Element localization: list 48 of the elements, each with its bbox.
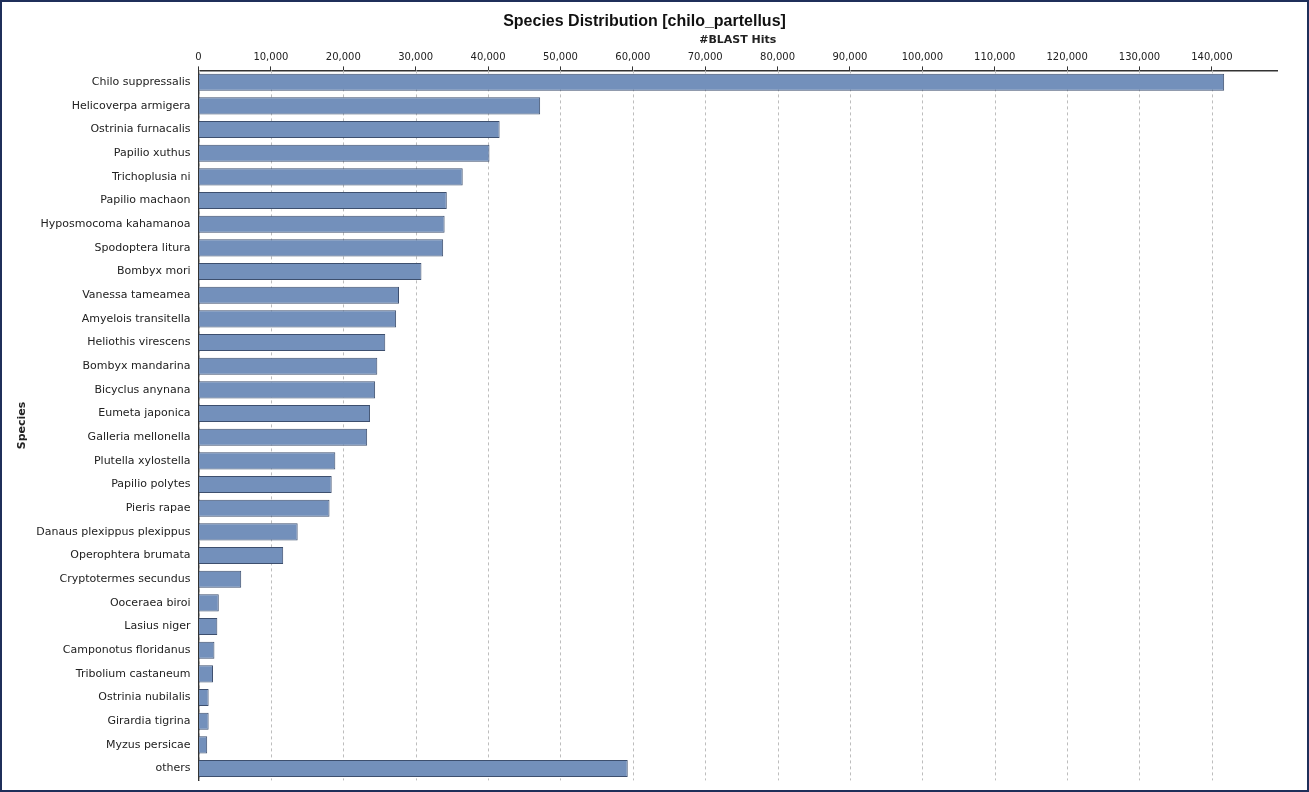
y-tick-label: Cryptotermes secundus	[59, 572, 191, 586]
y-tick-label: Pieris rapae	[125, 501, 191, 515]
y-tick-label: Danaus plexippus plexippus	[36, 524, 191, 538]
x-tick-label: 80,000	[760, 50, 796, 62]
x-tick-label: 90,000	[832, 50, 868, 62]
y-tick-label: Bombyx mandarina	[82, 359, 191, 373]
y-tick-label: Ostrinia nubilalis	[98, 690, 191, 704]
y-tick-label: Myzus persicae	[105, 737, 191, 751]
y-tick-label: Hyposmocoma kahamanoa	[40, 217, 191, 231]
x-tick-label: 70,000	[687, 50, 723, 62]
x-tick-label: 50,000	[542, 50, 578, 62]
chart-title: Species Distribution [chilo_partellus]	[503, 12, 786, 30]
y-tick-label: Ostrinia furnacalis	[90, 122, 191, 136]
y-tick-label: Operophtera brumata	[70, 548, 191, 562]
y-tick-label: Lasius niger	[124, 619, 191, 633]
x-tick-label: 30,000	[398, 50, 434, 62]
y-tick-label: Bicyclus anynana	[94, 382, 191, 396]
y-tick-label: Trichoplusia ni	[111, 169, 191, 183]
y-tick-label: Tribolium castaneum	[74, 666, 191, 680]
y-axis-title: Species	[15, 401, 29, 450]
y-tick-label: Girardia tigrina	[107, 714, 191, 728]
y-tick-label: Papilio xuthus	[113, 146, 191, 160]
y-tick-label: Spodoptera litura	[94, 240, 191, 254]
x-tick-label: 20,000	[325, 50, 361, 62]
y-tick-label: Chilo suppressalis	[91, 75, 191, 89]
y-tick-label: Bombyx mori	[117, 264, 191, 278]
y-tick-label: Ooceraea biroi	[109, 595, 191, 609]
y-tick-label: Amyelois transitella	[81, 311, 191, 325]
x-tick-label: 0	[195, 50, 202, 62]
y-tick-label: Helicoverpa armigera	[71, 98, 191, 112]
y-tick-label: Vanessa tameamea	[82, 288, 191, 302]
x-tick-label: 100,000	[901, 50, 944, 62]
x-axis-title: #BLAST Hits	[699, 32, 777, 46]
x-tick-label: 130,000	[1118, 50, 1161, 62]
y-tick-label: Heliothis virescens	[87, 335, 191, 349]
y-tick-label: Camponotus floridanus	[62, 643, 191, 657]
y-tick-label: Plutella xylostella	[93, 453, 191, 467]
y-tick-label: others	[155, 761, 191, 775]
x-tick-label: 140,000	[1191, 50, 1233, 62]
y-tick-label: Papilio polytes	[111, 477, 191, 491]
x-tick-label: 60,000	[615, 50, 651, 62]
y-tick-label: Eumeta japonica	[98, 406, 191, 420]
x-tick-label: 110,000	[974, 50, 1016, 62]
y-tick-label: Galleria mellonella	[87, 430, 191, 444]
x-tick-label: 10,000	[253, 50, 289, 62]
x-tick-label: 120,000	[1046, 50, 1088, 62]
y-tick-label: Papilio machaon	[100, 193, 191, 207]
x-tick-label: 40,000	[470, 50, 506, 62]
